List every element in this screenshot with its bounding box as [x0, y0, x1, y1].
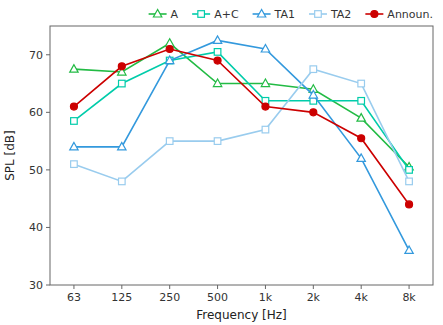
legend: A A+C TA1 TA2 Announ.	[149, 8, 433, 21]
y-tick-label: 60	[29, 106, 43, 119]
plot-frame	[50, 26, 433, 285]
point	[310, 109, 317, 116]
point	[165, 56, 173, 64]
x-axis-label: Frequency [Hz]	[196, 308, 287, 322]
point	[358, 98, 365, 105]
point	[261, 45, 269, 53]
y-tick	[46, 285, 50, 286]
legend-marker	[198, 11, 205, 18]
y-axis-label: SPL [dB]	[3, 130, 17, 181]
point	[406, 201, 413, 208]
line	[74, 40, 409, 250]
y-tick	[46, 169, 50, 170]
point	[358, 80, 365, 87]
y-tick	[46, 54, 50, 55]
x-tick	[313, 285, 314, 289]
point	[214, 57, 221, 64]
legend-item: TA2	[309, 8, 351, 21]
legend-label: TA2	[330, 8, 351, 21]
point	[262, 126, 269, 133]
legend-item: A+C	[192, 8, 239, 21]
legend-item: A	[149, 8, 179, 21]
point	[71, 118, 78, 125]
legend-label: Announ.	[387, 8, 433, 21]
x-tick-label: 1k	[259, 291, 273, 304]
line	[74, 69, 409, 181]
legend-marker	[371, 11, 378, 18]
x-tick	[121, 285, 122, 289]
y-tick-label: 70	[29, 49, 43, 62]
line	[74, 49, 409, 204]
point	[358, 135, 365, 142]
point	[309, 91, 317, 99]
point	[310, 66, 317, 73]
point	[406, 178, 413, 185]
point	[405, 246, 413, 254]
x-tick-label: 500	[207, 291, 228, 304]
line	[74, 43, 409, 167]
x-tick	[409, 285, 410, 289]
x-tick-label: 125	[111, 291, 132, 304]
y-tick	[46, 227, 50, 228]
x-tick-label: 2k	[307, 291, 321, 304]
point	[406, 167, 413, 174]
point	[70, 65, 78, 73]
point	[119, 178, 126, 185]
point	[214, 138, 221, 145]
y-tick-label: 30	[29, 279, 43, 292]
legend-item: Announ.	[365, 8, 433, 21]
point	[262, 103, 269, 110]
point	[213, 79, 221, 87]
chart: 30 40 50 60 70 63 125 250 500 1k 2k 4k 8k Frequency […	[0, 0, 443, 325]
x-tick	[73, 285, 74, 289]
point	[118, 142, 126, 150]
y-tick-label: 50	[29, 164, 43, 177]
legend-marker	[153, 10, 161, 18]
x-tick-label: 8k	[402, 291, 416, 304]
point	[71, 161, 78, 168]
point	[166, 138, 173, 145]
point	[70, 142, 78, 150]
x-tick-label: 63	[67, 291, 81, 304]
point	[119, 80, 126, 87]
series	[71, 49, 413, 174]
legend-marker	[257, 10, 265, 18]
legend-item: TA1	[253, 8, 295, 21]
x-tick-label: 4k	[355, 291, 369, 304]
line	[74, 52, 409, 170]
point	[70, 103, 77, 110]
point	[357, 114, 365, 122]
series	[70, 46, 412, 208]
point	[118, 63, 125, 70]
x-tick	[169, 285, 170, 289]
legend-label: A	[171, 8, 179, 21]
plot-area	[70, 36, 414, 254]
point	[357, 154, 365, 162]
y-tick	[46, 112, 50, 113]
x-tick	[217, 285, 218, 289]
series	[70, 36, 414, 254]
x-tick	[361, 285, 362, 289]
point	[261, 79, 269, 87]
legend-label: TA1	[274, 8, 295, 21]
x-tick-label: 250	[159, 291, 180, 304]
legend-marker	[315, 11, 322, 18]
point	[214, 49, 221, 56]
point	[213, 36, 221, 44]
x-tick	[265, 285, 266, 289]
point	[166, 46, 173, 53]
y-tick-label: 40	[29, 221, 43, 234]
legend-label: A+C	[214, 8, 239, 21]
series	[70, 39, 414, 170]
